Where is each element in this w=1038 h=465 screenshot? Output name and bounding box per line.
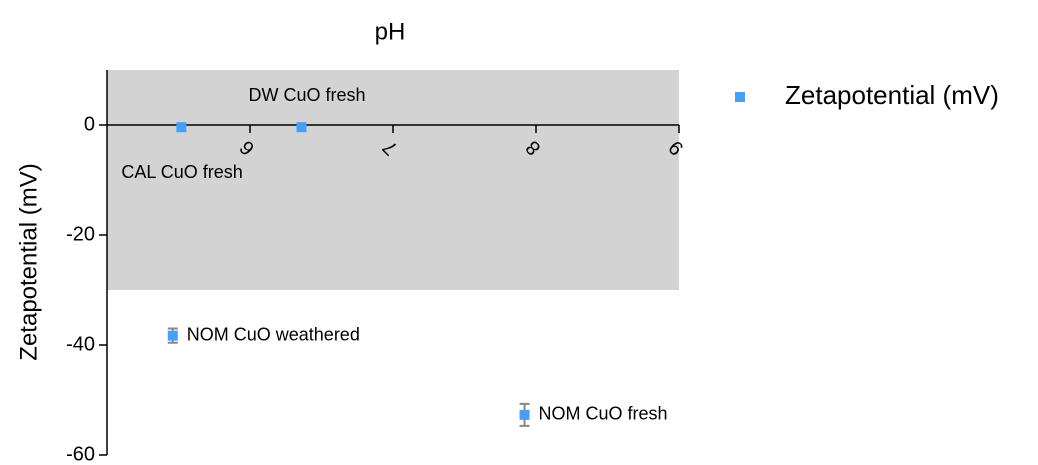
point bbox=[167, 330, 178, 341]
point-label: NOM CuO weathered bbox=[187, 324, 360, 344]
shaded-band bbox=[107, 70, 679, 290]
y-tick-label: 0 bbox=[84, 113, 95, 135]
legend-label: Zetapotential (mV) bbox=[785, 80, 999, 110]
y-tick-label: -20 bbox=[66, 223, 95, 245]
x-axis-label: pH bbox=[375, 18, 406, 45]
legend-marker bbox=[735, 92, 745, 102]
y-axis-label: Zetapotential (mV) bbox=[15, 163, 42, 360]
point-label: CAL CuO fresh bbox=[121, 162, 242, 182]
y-tick-label: -40 bbox=[66, 333, 95, 355]
y-tick-label: -60 bbox=[66, 443, 95, 465]
point bbox=[519, 409, 530, 420]
point bbox=[176, 122, 187, 133]
point-label: NOM CuO fresh bbox=[539, 404, 668, 424]
point bbox=[296, 122, 307, 133]
point-label: DW CuO fresh bbox=[248, 85, 365, 105]
